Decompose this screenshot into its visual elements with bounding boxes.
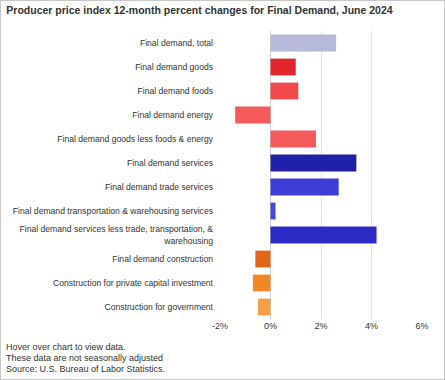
svg-text:-2%: -2% [212, 321, 228, 331]
svg-text:Final demand energy: Final demand energy [132, 110, 213, 120]
svg-text:4%: 4% [365, 321, 378, 331]
svg-text:Final demand services: Final demand services [127, 158, 213, 168]
svg-text:Final demand services less tra: Final demand services less trade, transp… [20, 224, 214, 245]
svg-text:Final demand construction: Final demand construction [112, 254, 213, 264]
svg-text:2%: 2% [314, 321, 327, 331]
svg-text:Construction for private capit: Construction for private capital investm… [53, 278, 214, 288]
html-text:These data are not seasonally: These data are not seasonally adjusted [6, 353, 164, 363]
svg-text:Construction for government: Construction for government [105, 302, 214, 312]
html-text:Hover over chart to view data.: Hover over chart to view data. [6, 342, 126, 352]
svg-text:Final demand transportation &: Final demand transportation & warehousin… [13, 206, 213, 216]
svg-text:Final demand goods less foods: Final demand goods less foods & energy [57, 134, 213, 144]
html-text:Source: U.S. Bureau of Labor S: Source: U.S. Bureau of Labor Statistics. [6, 364, 166, 374]
svg-text:Final demand foods: Final demand foods [138, 86, 213, 96]
svg-text:Final demand goods: Final demand goods [135, 62, 213, 72]
svg-text:Producer price index 12-month: Producer price index 12-month percent ch… [6, 4, 392, 16]
svg-text:0%: 0% [264, 321, 277, 331]
svg-text:6%: 6% [415, 321, 428, 331]
svg-text:Final demand, total: Final demand, total [140, 38, 213, 48]
svg-text:Final demand trade services: Final demand trade services [105, 182, 213, 192]
